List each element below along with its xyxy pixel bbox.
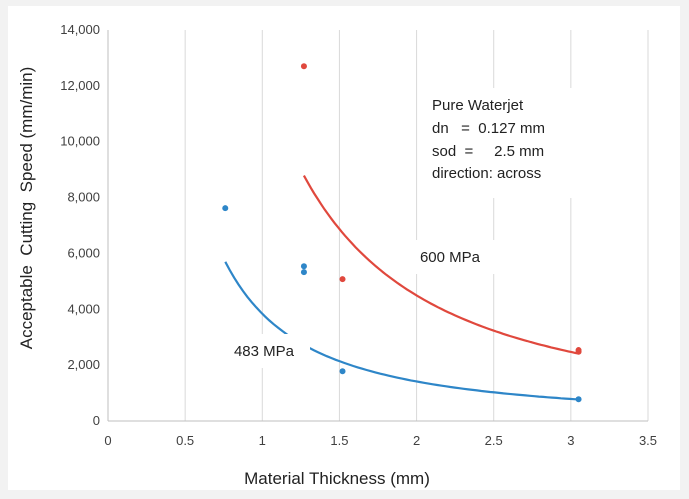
y-tick-label: 12,000 xyxy=(60,78,100,93)
x-tick-label: 0.5 xyxy=(176,433,194,448)
x-tick-label: 1 xyxy=(259,433,266,448)
x-tick-label: 1.5 xyxy=(330,433,348,448)
annotation-line-1: Pure Waterjet xyxy=(432,97,524,114)
annotation-background xyxy=(424,88,580,198)
series-label-1: 483 MPa xyxy=(234,343,295,360)
scatter-chart: 0 0.5 1 1.5 2 2.5 3 3.5 0 2,000 4,000 6,000 8,000 10… xyxy=(17,22,657,488)
series-label-background xyxy=(218,334,310,368)
y-axis-title: Acceptable Cutting Speed (mm/min) xyxy=(17,67,36,350)
x-axis-title: Material Thickness (mm) xyxy=(244,469,430,488)
data-point-series-2 xyxy=(575,348,582,355)
annotation-line-2: dn = 0.127 mm xyxy=(432,120,545,137)
y-tick-label: 8,000 xyxy=(67,190,100,205)
data-point-series-2 xyxy=(339,276,346,283)
data-point-series-2 xyxy=(300,63,307,70)
x-tick-label: 3.5 xyxy=(639,433,657,448)
series-label-2: 600 MPa xyxy=(420,249,481,266)
annotation-line-3: sod = 2.5 mm xyxy=(432,143,544,160)
y-tick-label: 14,000 xyxy=(60,22,100,37)
data-point-series-1 xyxy=(222,205,229,212)
data-points xyxy=(222,63,582,403)
data-point-series-1 xyxy=(339,368,346,375)
y-tick-label: 0 xyxy=(93,413,100,428)
axes xyxy=(107,30,648,422)
x-tick-label: 2.5 xyxy=(485,433,503,448)
y-tick-labels: 0 2,000 4,000 6,000 8,000 10,000 12,000 14,000 xyxy=(60,22,100,428)
y-tick-label: 10,000 xyxy=(60,134,100,149)
x-tick-label: 3 xyxy=(567,433,574,448)
y-tick-label: 6,000 xyxy=(67,245,100,260)
trend-lines xyxy=(224,175,579,401)
chart-frame: 0 0.5 1 1.5 2 2.5 3 3.5 0 2,000 4,000 6,000 8,000 10… xyxy=(8,6,680,490)
series-label-background xyxy=(404,240,496,274)
annotation-line-4: direction: across xyxy=(432,165,541,182)
annotation-box: Pure Waterjet dn = 0.127 mm sod = 2.5 mm… xyxy=(424,88,580,198)
y-tick-label: 4,000 xyxy=(67,301,100,316)
series-labels: 483 MPa 600 MPa xyxy=(218,240,496,368)
x-tick-label: 0 xyxy=(104,433,111,448)
data-point-series-1 xyxy=(575,396,582,403)
x-tick-labels: 0 0.5 1 1.5 2 2.5 3 3.5 xyxy=(104,433,657,448)
y-tick-label: 2,000 xyxy=(67,357,100,372)
trend-line-series-1 xyxy=(224,261,579,401)
trend-line-series-2 xyxy=(302,175,579,355)
x-tick-label: 2 xyxy=(413,433,420,448)
data-point-series-1 xyxy=(300,269,307,276)
data-point-series-1 xyxy=(300,263,307,270)
